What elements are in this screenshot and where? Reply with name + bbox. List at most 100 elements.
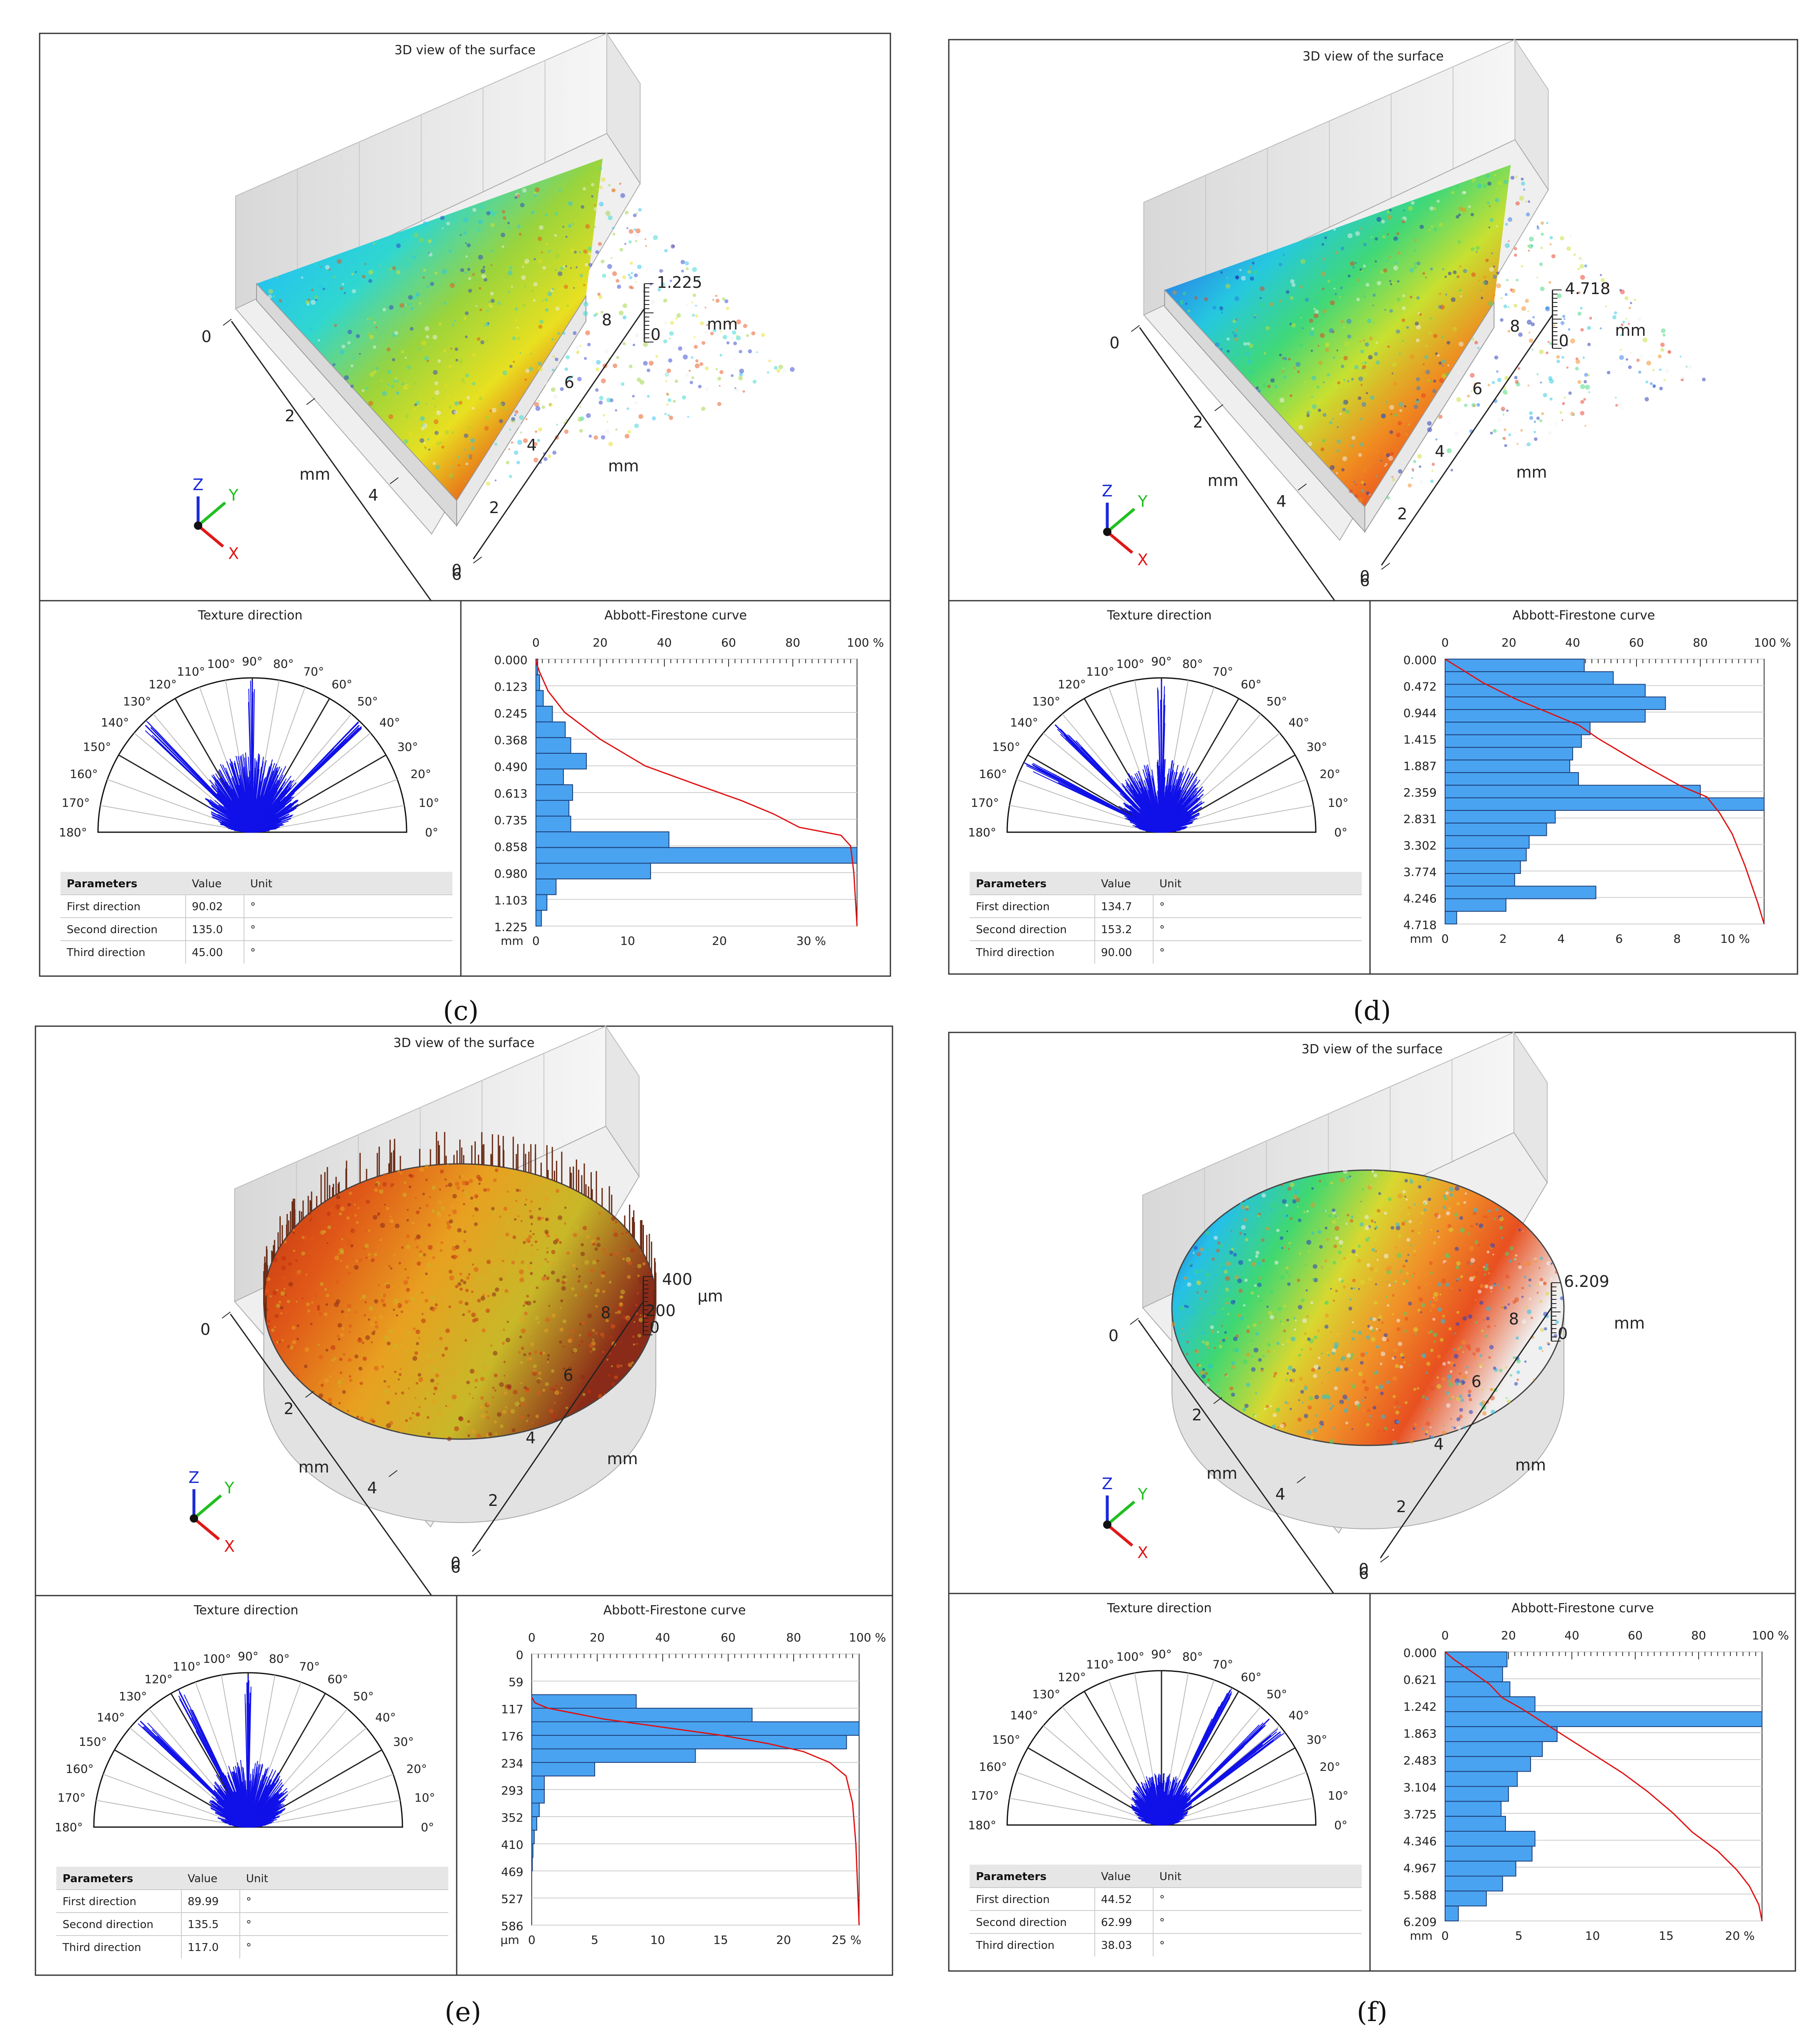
texture-speck bbox=[736, 335, 738, 337]
texture-speck bbox=[665, 380, 667, 382]
texture-speck bbox=[452, 1209, 457, 1214]
texture-speck bbox=[482, 1328, 486, 1332]
texture-speck bbox=[465, 462, 468, 466]
texture-speck bbox=[575, 345, 579, 350]
texture-speck bbox=[498, 403, 503, 408]
texture-speck bbox=[1583, 398, 1586, 401]
abbott-histogram-bar bbox=[1445, 759, 1570, 773]
texture-speck bbox=[500, 1424, 504, 1428]
texture-speck bbox=[511, 417, 515, 421]
texture-speck bbox=[352, 289, 356, 294]
texture-speck bbox=[704, 330, 708, 334]
texture-speck bbox=[463, 1240, 466, 1243]
texture-speck bbox=[583, 302, 588, 307]
texture-speck bbox=[365, 1256, 368, 1259]
texture-speck bbox=[515, 1401, 520, 1407]
texture-speck bbox=[568, 201, 573, 206]
texture-speck bbox=[1577, 312, 1582, 316]
texture-speck bbox=[526, 1420, 528, 1422]
texture-speck bbox=[519, 424, 523, 428]
texture-speck bbox=[382, 1303, 386, 1307]
texture-speck bbox=[1548, 376, 1553, 380]
texture-speck bbox=[542, 300, 544, 302]
texture-speck bbox=[1227, 277, 1229, 279]
texture-speck bbox=[620, 1289, 625, 1294]
texture-speck bbox=[1180, 302, 1184, 305]
texture-speck bbox=[494, 1389, 497, 1392]
texture-speck bbox=[1606, 371, 1611, 375]
texture-speck bbox=[296, 1301, 298, 1303]
texture-speck bbox=[1284, 357, 1287, 360]
texture-speck bbox=[284, 1294, 287, 1296]
texture-speck bbox=[1413, 262, 1417, 266]
texture-speck bbox=[544, 381, 548, 385]
texture-speck bbox=[628, 240, 632, 244]
texture-speck bbox=[398, 1261, 401, 1265]
texture-speck bbox=[1470, 373, 1475, 378]
texture-speck bbox=[563, 1367, 566, 1370]
density-ray bbox=[252, 759, 273, 833]
texture-speck bbox=[1315, 396, 1317, 399]
texture-speck bbox=[691, 376, 694, 379]
texture-speck bbox=[586, 1235, 590, 1239]
param-table-cell: 134.7 bbox=[1101, 901, 1132, 913]
texture-speck bbox=[481, 274, 486, 279]
texture-speck bbox=[1282, 357, 1285, 360]
x-axis-unit: mm bbox=[1207, 471, 1238, 490]
texture-speck bbox=[1235, 328, 1238, 332]
texture-speck bbox=[1528, 332, 1531, 334]
texture-speck bbox=[719, 354, 722, 357]
texture-speck bbox=[602, 274, 606, 278]
triad-y-label: Y bbox=[1137, 492, 1148, 511]
texture-speck bbox=[1253, 315, 1257, 319]
texture-speck bbox=[527, 1266, 531, 1270]
texture-speck bbox=[523, 1241, 526, 1244]
texture-speck bbox=[1612, 315, 1616, 320]
texture-speck bbox=[1545, 306, 1549, 310]
texture-speck bbox=[467, 243, 471, 247]
x-axis-tick bbox=[306, 398, 315, 405]
texture-speck bbox=[564, 284, 568, 289]
abbott-histogram-bar bbox=[1445, 747, 1573, 760]
param-table-cell: 153.2 bbox=[1101, 924, 1132, 936]
texture-speck bbox=[1302, 327, 1304, 330]
texture-speck bbox=[477, 337, 480, 341]
texture-speck bbox=[1323, 381, 1325, 383]
texture-speck bbox=[1322, 287, 1325, 290]
texture-speck bbox=[502, 245, 505, 248]
polar-angle-label: 180° bbox=[59, 826, 87, 839]
texture-speck bbox=[568, 224, 572, 228]
texture-speck bbox=[626, 1233, 628, 1236]
texture-speck bbox=[473, 1310, 475, 1312]
texture-speck bbox=[1401, 318, 1405, 322]
texture-speck bbox=[554, 1233, 558, 1238]
texture-speck bbox=[1615, 404, 1618, 407]
texture-speck bbox=[465, 335, 468, 338]
texture-speck bbox=[559, 1241, 562, 1244]
density-ray bbox=[252, 798, 269, 833]
texture-speck bbox=[695, 363, 700, 368]
texture-speck bbox=[444, 1345, 446, 1347]
texture-speck bbox=[305, 1274, 307, 1276]
texture-speck bbox=[1391, 373, 1393, 375]
texture-speck bbox=[393, 1299, 399, 1304]
texture-speck bbox=[409, 1279, 411, 1281]
texture-speck bbox=[416, 1246, 419, 1249]
texture-speck bbox=[409, 1299, 411, 1301]
texture-speck bbox=[586, 413, 591, 418]
texture-speck bbox=[572, 223, 574, 225]
texture-speck bbox=[723, 335, 727, 340]
texture-speck bbox=[558, 287, 563, 291]
texture-speck bbox=[410, 1174, 414, 1178]
abbott-y-tick-label: 3.302 bbox=[1403, 839, 1437, 853]
texture-speck bbox=[1650, 382, 1653, 385]
texture-speck bbox=[565, 308, 569, 312]
texture-speck bbox=[463, 1230, 467, 1233]
texture-speck bbox=[473, 1267, 479, 1272]
texture-speck bbox=[1502, 437, 1504, 439]
texture-speck bbox=[583, 311, 588, 316]
texture-speck bbox=[571, 1194, 576, 1198]
texture-speck bbox=[596, 1259, 599, 1263]
polar-angle-label: 40° bbox=[380, 715, 400, 729]
texture-speck bbox=[1505, 293, 1508, 296]
